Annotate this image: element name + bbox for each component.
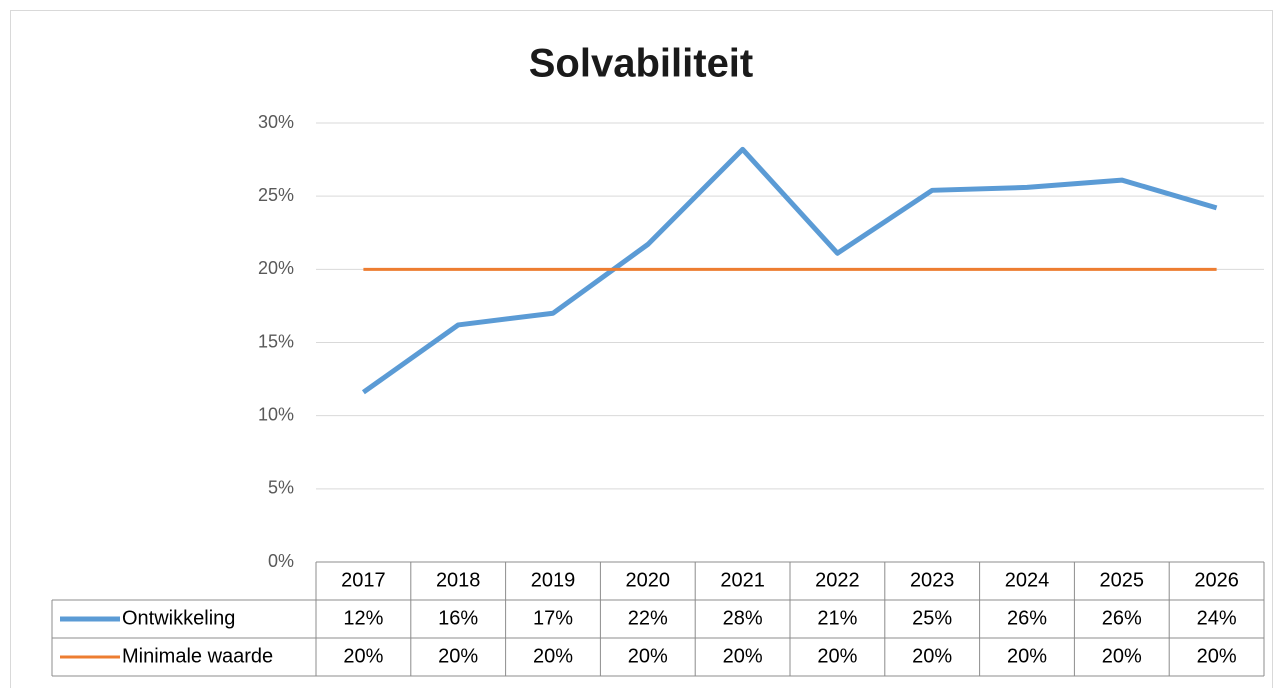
table-value: 20% — [343, 645, 383, 667]
y-tick-label: 15% — [258, 331, 294, 351]
y-tick-label: 5% — [268, 478, 294, 498]
table-value: 17% — [533, 607, 573, 629]
table-value: 20% — [533, 645, 573, 667]
series-line — [361, 146, 1218, 395]
x-tick-label: 2024 — [1005, 569, 1050, 591]
table-value: 28% — [723, 607, 763, 629]
table-value: 20% — [1007, 645, 1047, 667]
x-tick-label: 2019 — [531, 569, 576, 591]
table-value: 22% — [628, 607, 668, 629]
x-tick-label: 2026 — [1194, 569, 1239, 591]
table-value: 26% — [1007, 607, 1047, 629]
x-tick-label: 2023 — [910, 569, 955, 591]
chart-title: Solvabiliteit — [529, 42, 754, 86]
table-value: 21% — [817, 607, 857, 629]
y-tick-label: 0% — [268, 551, 294, 571]
table-value: 20% — [817, 645, 857, 667]
table-value: 25% — [912, 607, 952, 629]
y-tick-label: 10% — [258, 404, 294, 424]
table-value: 20% — [1102, 645, 1142, 667]
x-tick-label: 2017 — [341, 569, 386, 591]
y-tick-label: 25% — [258, 185, 294, 205]
table-value: 20% — [438, 645, 478, 667]
x-tick-label: 2021 — [720, 569, 765, 591]
table-value: 20% — [723, 645, 763, 667]
table-value: 24% — [1197, 607, 1237, 629]
y-tick-label: 30% — [258, 112, 294, 132]
table-value: 20% — [912, 645, 952, 667]
y-tick-label: 20% — [258, 258, 294, 278]
table-value: 26% — [1102, 607, 1142, 629]
legend-label: Minimale waarde — [122, 645, 273, 667]
legend-label: Ontwikkeling — [122, 607, 235, 629]
table-value: 12% — [343, 607, 383, 629]
table-value: 20% — [1197, 645, 1237, 667]
x-tick-label: 2022 — [815, 569, 860, 591]
table-value: 16% — [438, 607, 478, 629]
x-tick-label: 2025 — [1100, 569, 1145, 591]
table-value: 20% — [628, 645, 668, 667]
x-tick-label: 2018 — [436, 569, 481, 591]
x-tick-label: 2020 — [626, 569, 671, 591]
